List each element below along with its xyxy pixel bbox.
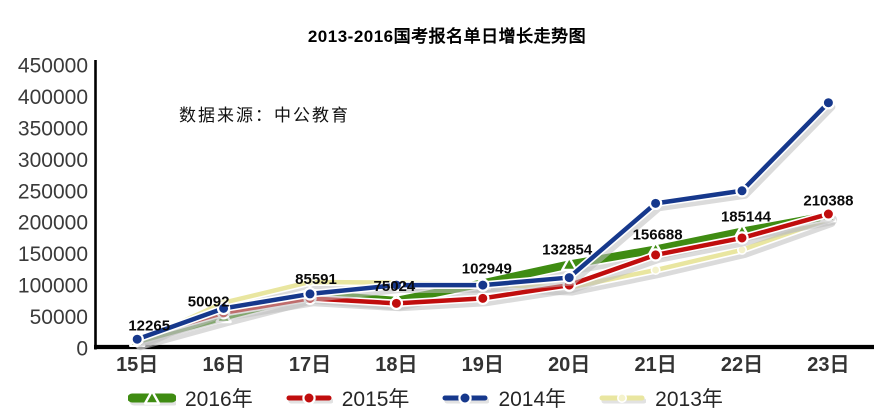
x-axis-label: 21日 xyxy=(634,354,676,376)
legend-label: 2015年 xyxy=(341,388,410,411)
x-axis-label: 19日 xyxy=(462,354,504,376)
data-point-marker xyxy=(476,278,490,292)
data-point-marker xyxy=(648,196,663,211)
legend-item-2: 2015年 xyxy=(285,383,410,413)
line-chart: 0 50000 100000 150000 200000 250000 300000 3500… xyxy=(18,55,874,376)
data-label: 185144 xyxy=(721,209,772,226)
data-point-marker xyxy=(303,287,317,301)
x-axis-label: 23日 xyxy=(807,354,849,376)
data-label: 132854 xyxy=(542,241,593,258)
y-axis-label: 450000 xyxy=(18,55,88,78)
legend-swatch-icon xyxy=(442,391,490,405)
data-point-marker xyxy=(389,278,404,292)
data-label: 85591 xyxy=(295,271,337,288)
data-point-marker xyxy=(648,248,663,262)
x-axis-label: 22日 xyxy=(721,354,763,376)
legend-item-3: 2014年 xyxy=(441,383,566,413)
data-point-marker xyxy=(821,207,836,221)
data-point-marker xyxy=(302,391,316,405)
data-point-marker xyxy=(476,291,490,306)
data-point-marker xyxy=(650,265,661,276)
data-point-marker xyxy=(130,332,144,346)
y-axis-label: 300000 xyxy=(18,149,88,172)
x-axis-label: 18日 xyxy=(375,354,417,376)
x-axis-label: 16日 xyxy=(202,354,244,376)
legend-label: 2013年 xyxy=(655,388,723,411)
chart-title: 2013-2016国考报名单日增长走势图 xyxy=(307,27,587,46)
data-point-marker xyxy=(216,301,231,316)
data-point-marker xyxy=(617,393,628,403)
data-point-marker xyxy=(735,231,749,245)
data-source-note: 数据来源：中公教育 xyxy=(179,106,350,125)
data-point-marker xyxy=(821,96,836,110)
legend-label: 2014年 xyxy=(498,388,567,411)
data-point-marker xyxy=(735,184,749,198)
y-axis-label: 50000 xyxy=(30,306,88,329)
y-axis-label: 100000 xyxy=(18,275,88,298)
series-2014年 xyxy=(130,96,836,348)
legend-swatch-icon xyxy=(128,389,176,406)
legend-item-1: 2016年 xyxy=(128,383,253,413)
y-axis-label: 350000 xyxy=(18,117,88,140)
x-axis-label: 17日 xyxy=(289,354,331,376)
x-axis-label: 15日 xyxy=(116,354,158,376)
legend-label: 2016年 xyxy=(185,388,253,411)
data-label: 102949 xyxy=(462,260,512,277)
y-axis-label: 0 xyxy=(76,338,88,361)
legend-swatch-icon xyxy=(286,391,333,405)
data-label: 156688 xyxy=(633,226,683,243)
x-axis-label: 20日 xyxy=(548,354,590,376)
y-axis-label: 250000 xyxy=(18,180,88,203)
data-label: 75024 xyxy=(374,278,416,295)
data-point-marker xyxy=(143,389,161,405)
legend: 2016年 2015年 2014年 2013年 xyxy=(128,383,723,413)
data-point-marker xyxy=(389,296,404,311)
data-label: 50092 xyxy=(188,293,230,310)
legend-item-4: 2013年 xyxy=(598,383,723,413)
data-label: 210388 xyxy=(803,193,853,210)
y-axis-label: 200000 xyxy=(18,212,88,235)
y-axis-label: 150000 xyxy=(18,243,88,266)
data-label: 12265 xyxy=(128,317,170,334)
y-axis-label: 400000 xyxy=(18,86,88,109)
data-point-marker xyxy=(561,256,578,272)
data-point-marker xyxy=(562,270,576,285)
legend-swatch-icon xyxy=(599,393,647,404)
data-point-marker xyxy=(458,391,473,405)
